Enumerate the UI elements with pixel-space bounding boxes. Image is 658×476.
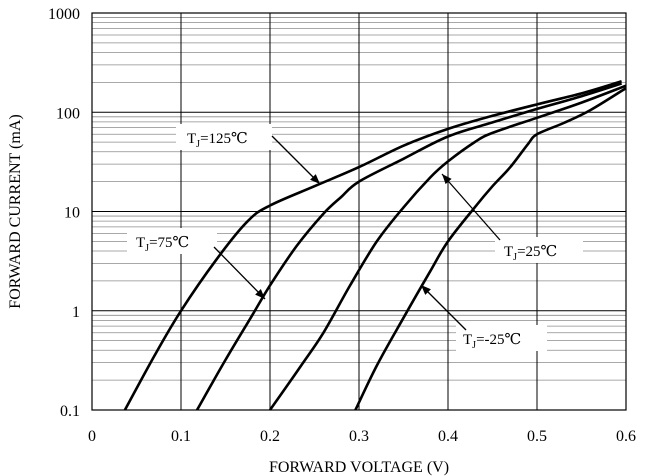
callout-subscript: J: [196, 139, 200, 150]
x-tick-label: 0.3: [349, 428, 369, 445]
callout-suffix: =25℃: [517, 244, 557, 260]
callout-background: [495, 237, 583, 263]
y-tick-label: 0.1: [60, 403, 80, 420]
y-tick-label: 100: [56, 105, 80, 122]
callout-background: [127, 228, 217, 254]
callout-suffix: =75℃: [149, 235, 189, 251]
callout-arrowhead: [421, 285, 431, 295]
x-tick-label: 0.2: [260, 428, 280, 445]
callout-tj-125: TJ=125℃: [176, 124, 321, 185]
callout-label: TJ=-25℃: [463, 332, 521, 351]
callout-subscript: J: [472, 340, 476, 351]
y-tick-label: 1000: [48, 6, 80, 23]
x-axis-title: FORWARD VOLTAGE (V): [269, 459, 449, 476]
callout-arrow-line: [420, 284, 467, 331]
series-group: [123, 80, 627, 411]
y-axis-title: FORWARD CURRENT (mA): [7, 114, 24, 308]
x-tick-label: 0.1: [171, 428, 191, 445]
callout-suffix: =-25℃: [476, 332, 521, 348]
callout-arrow-line: [441, 173, 501, 241]
callout-main: T: [136, 235, 145, 251]
callout-main: T: [504, 244, 513, 260]
callout-label: TJ=125℃: [187, 131, 248, 150]
callout-arrowhead: [255, 289, 265, 299]
callout-arrowhead: [442, 174, 452, 185]
callout-label: TJ=75℃: [136, 235, 189, 254]
callout-tj-25: TJ=25℃: [441, 173, 583, 263]
callout-arrow-line: [271, 135, 321, 185]
callout-arrow-line: [213, 246, 266, 300]
callout-background: [176, 124, 272, 150]
y-tick-label: 1: [72, 304, 80, 321]
plot-frame: [91, 12, 627, 411]
series-line-tj-25: [268, 84, 627, 411]
callouts: TJ=125℃TJ=75℃TJ=25℃TJ=-25℃: [127, 124, 583, 351]
callout-suffix: =125℃: [200, 131, 248, 147]
y-tick-label: 10: [64, 205, 80, 222]
x-tick-label: 0.6: [616, 428, 636, 445]
callout-tj-75: TJ=75℃: [127, 228, 266, 300]
callout-subscript: J: [145, 243, 149, 254]
callout-background: [456, 325, 547, 351]
callout-main: T: [463, 332, 472, 348]
callout-tj-minus-25: TJ=-25℃: [420, 284, 547, 351]
x-tick-labels: 0 0.1 0.2 0.3 0.4 0.5 0.6: [88, 428, 636, 445]
series-line-tj-75: [195, 82, 622, 411]
x-tick-label: 0.5: [527, 428, 547, 445]
callout-label: TJ=25℃: [504, 244, 557, 263]
series-line-tj-minus-25: [354, 86, 627, 411]
y-tick-labels: 0.1 1 10 100 1000: [48, 6, 80, 420]
x-tick-label: 0: [88, 428, 96, 445]
callout-arrowhead: [310, 174, 320, 184]
x-tick-label: 0.4: [438, 428, 458, 445]
series-line-tj-125: [123, 80, 622, 411]
callout-subscript: J: [513, 252, 517, 263]
callout-main: T: [187, 131, 196, 147]
